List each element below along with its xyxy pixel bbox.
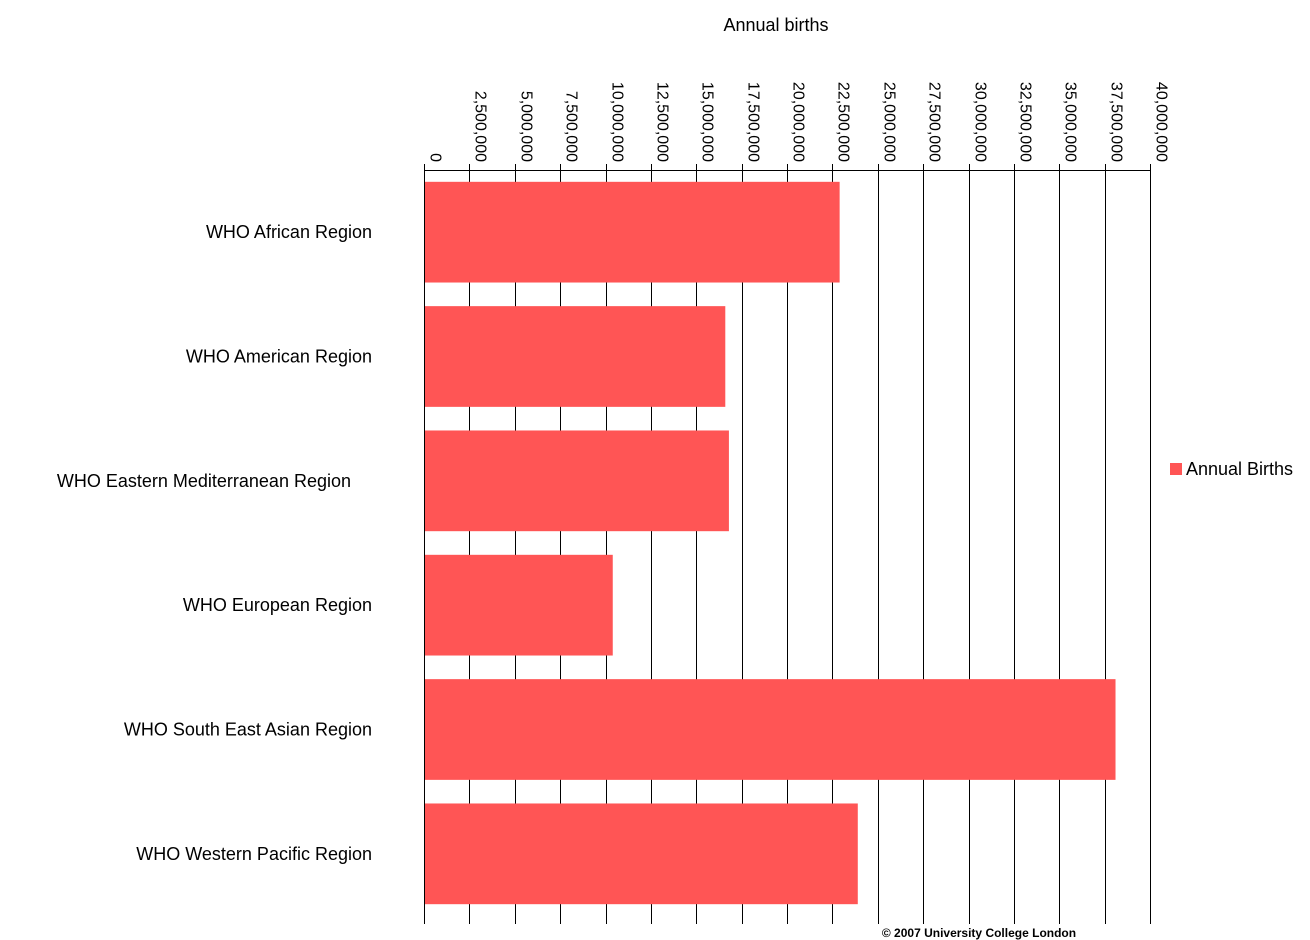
bar bbox=[424, 679, 1116, 780]
x-tick-label: 30,000,000 bbox=[972, 82, 989, 162]
x-tick-label: 27,500,000 bbox=[926, 82, 943, 162]
axes bbox=[424, 164, 1151, 916]
x-tick-label: 40,000,000 bbox=[1153, 82, 1170, 162]
category-label: WHO Eastern Mediterranean Region bbox=[57, 471, 351, 491]
bar bbox=[424, 430, 729, 532]
copyright-notice: © 2007 University College London bbox=[882, 926, 1076, 940]
bar bbox=[424, 803, 858, 905]
grid-lines bbox=[424, 170, 1151, 924]
x-tick-label: 0 bbox=[427, 153, 444, 162]
x-tick-label: 25,000,000 bbox=[881, 82, 898, 162]
category-labels: WHO African Region WHO American Region WHO… bbox=[57, 222, 372, 864]
x-tick-label: 20,000,000 bbox=[790, 82, 807, 162]
legend: Annual Births bbox=[1170, 459, 1293, 479]
bar bbox=[424, 554, 613, 656]
x-axis-title: Annual births bbox=[723, 15, 828, 35]
bar bbox=[424, 306, 726, 407]
x-tick-label: 35,000,000 bbox=[1062, 82, 1079, 162]
x-tick-labels: 0 2,500,000 5,000,000 7,500,000 10,000,000 12… bbox=[427, 82, 1170, 162]
x-tick-label: 2,500,000 bbox=[472, 91, 489, 162]
bar bbox=[424, 181, 840, 283]
category-label: WHO Western Pacific Region bbox=[136, 844, 372, 864]
category-label: WHO European Region bbox=[183, 595, 372, 615]
legend-swatch bbox=[1170, 463, 1182, 475]
category-label: WHO African Region bbox=[206, 222, 372, 242]
x-tick-label: 10,000,000 bbox=[609, 82, 626, 162]
x-tick-label: 15,000,000 bbox=[699, 82, 716, 162]
category-label: WHO South East Asian Region bbox=[124, 720, 372, 740]
x-tick-label: 37,500,000 bbox=[1108, 82, 1125, 162]
legend-label: Annual Births bbox=[1186, 459, 1293, 479]
x-tick-label: 7,500,000 bbox=[563, 91, 580, 162]
x-tick-label: 12,500,000 bbox=[654, 82, 671, 162]
x-tick-label: 32,500,000 bbox=[1017, 82, 1034, 162]
category-label: WHO American Region bbox=[186, 347, 372, 367]
x-tick-label: 17,500,000 bbox=[745, 82, 762, 162]
x-tick-label: 22,500,000 bbox=[835, 82, 852, 162]
x-tick-label: 5,000,000 bbox=[518, 91, 535, 162]
bars bbox=[424, 181, 1116, 905]
